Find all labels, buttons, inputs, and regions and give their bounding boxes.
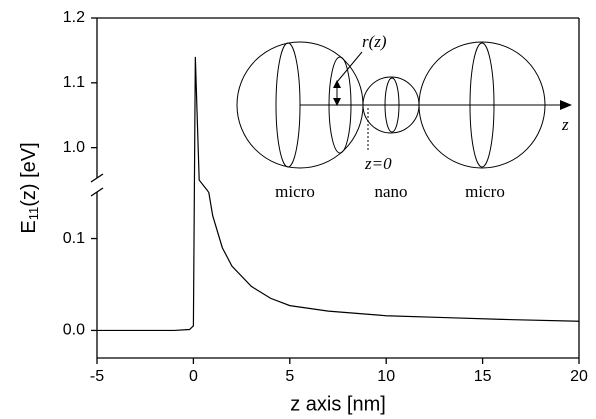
data-line — [97, 56, 580, 332]
y-tick-label: 1.1 — [63, 74, 85, 91]
inset-label: z — [561, 115, 569, 134]
y-label-part: (z) [eV] — [18, 142, 40, 206]
arrow-head — [560, 100, 572, 110]
x-tick-label: 15 — [474, 368, 492, 385]
x-tick-label: 20 — [570, 368, 588, 385]
inset-diagram: r(z) z z=0 micro nano micro — [236, 32, 572, 201]
y-axis-label: E11(z) [eV] — [18, 142, 41, 233]
y-label-sub: 11 — [26, 207, 41, 221]
inset-label: r(z) — [362, 32, 387, 51]
x-tick-label: 5 — [285, 368, 294, 385]
x-tick-label: 0 — [189, 368, 198, 385]
inset-label: nano — [374, 182, 407, 201]
x-tick-label: 10 — [377, 368, 395, 385]
inset-label: z=0 — [364, 154, 392, 173]
inset-label: micro — [465, 182, 505, 201]
axis-break — [90, 187, 104, 197]
leader-line — [336, 51, 363, 83]
axis-break — [90, 173, 104, 183]
y-tick-label: 0.0 — [63, 322, 85, 339]
arrow-head — [333, 98, 341, 106]
y-tick-label: 1.0 — [63, 139, 85, 156]
y-tick-label: 0.1 — [63, 230, 85, 247]
cross-section — [275, 42, 301, 168]
y-label-part: E — [18, 220, 40, 233]
inset-label: micro — [275, 182, 315, 201]
x-axis-label: z axis [nm] — [290, 393, 386, 415]
arrow-head — [333, 80, 341, 88]
x-tick-label: -5 — [90, 368, 104, 385]
y-tick-label: 1.2 — [63, 9, 85, 26]
